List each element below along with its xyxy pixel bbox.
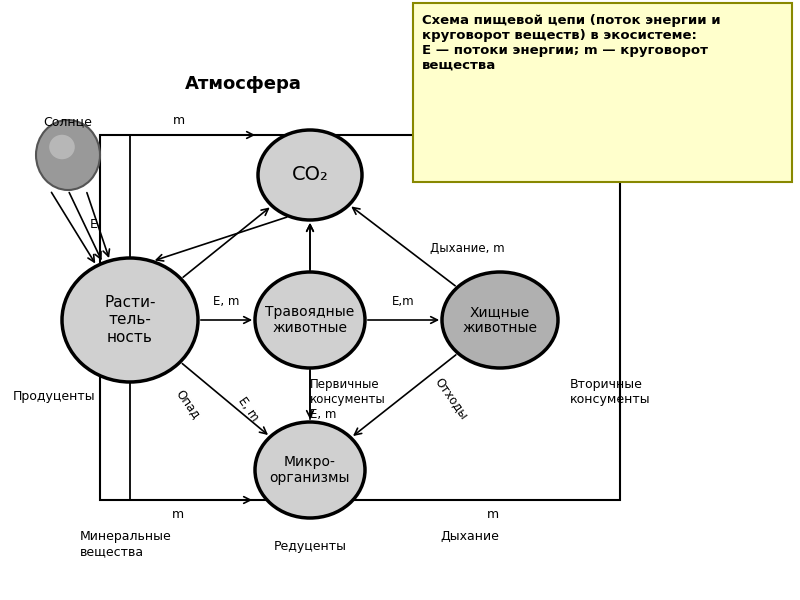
Ellipse shape xyxy=(442,272,558,368)
Ellipse shape xyxy=(255,272,365,368)
FancyBboxPatch shape xyxy=(413,3,792,182)
Text: Травоядные
животные: Травоядные животные xyxy=(266,305,354,335)
Text: E, m: E, m xyxy=(214,295,240,308)
Ellipse shape xyxy=(255,422,365,518)
Text: Атмосфера: Атмосфера xyxy=(185,75,302,93)
Text: Опад: Опад xyxy=(173,388,202,421)
Text: Минеральные
вещества: Минеральные вещества xyxy=(80,530,172,558)
Text: Хищные
животные: Хищные животные xyxy=(462,305,538,335)
Text: E, m: E, m xyxy=(235,395,261,424)
Text: E: E xyxy=(90,217,98,230)
Text: Вторичные
консументы: Вторичные консументы xyxy=(570,378,650,406)
Ellipse shape xyxy=(50,135,75,159)
Text: Микро-
организмы: Микро- организмы xyxy=(270,455,350,485)
Text: Дыхание: Дыхание xyxy=(440,530,499,543)
Text: m: m xyxy=(485,114,497,127)
Ellipse shape xyxy=(36,120,100,190)
Text: Редуценты: Редуценты xyxy=(274,540,346,553)
Text: Продуценты: Продуценты xyxy=(12,390,95,403)
Text: E,m: E,m xyxy=(392,295,415,308)
Ellipse shape xyxy=(258,130,362,220)
Ellipse shape xyxy=(62,258,198,382)
Text: m: m xyxy=(173,114,185,127)
Text: m: m xyxy=(171,508,183,521)
Text: Схема пищевой цепи (поток энергии и
круговорот веществ) в экосистеме:
Е — потоки: Схема пищевой цепи (поток энергии и круг… xyxy=(422,14,721,72)
Text: CO₂: CO₂ xyxy=(291,166,329,185)
Bar xyxy=(100,135,620,500)
Text: m: m xyxy=(486,508,498,521)
Text: Солнце: Солнце xyxy=(43,115,93,128)
Text: Расти-
тель-
ность: Расти- тель- ность xyxy=(104,295,156,345)
Text: Дыхание, m: Дыхание, m xyxy=(430,241,505,254)
Text: Отходы: Отходы xyxy=(432,375,470,421)
Text: Первичные
консументы
E, m: Первичные консументы E, m xyxy=(310,378,386,421)
